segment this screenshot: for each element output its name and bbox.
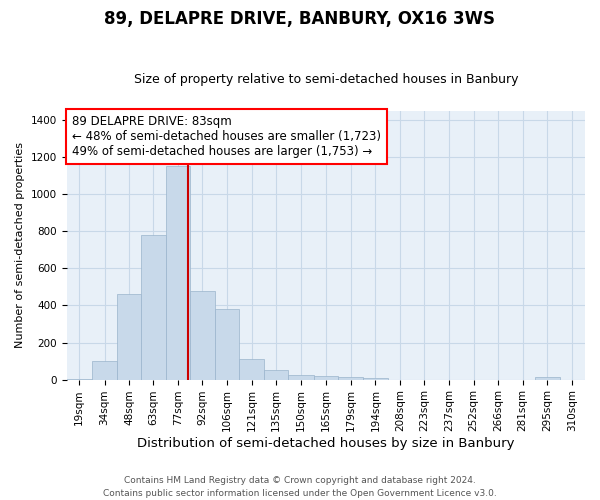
Bar xyxy=(141,235,166,380)
Bar xyxy=(264,370,289,380)
Bar xyxy=(535,377,560,380)
Bar xyxy=(363,378,388,380)
Y-axis label: Number of semi-detached properties: Number of semi-detached properties xyxy=(15,142,25,348)
Bar xyxy=(166,166,190,380)
Bar xyxy=(118,294,141,380)
X-axis label: Distribution of semi-detached houses by size in Banbury: Distribution of semi-detached houses by … xyxy=(137,437,515,450)
Bar xyxy=(289,375,314,380)
Bar xyxy=(67,378,92,380)
Bar xyxy=(92,361,118,380)
Bar xyxy=(215,309,239,380)
Bar xyxy=(190,290,215,380)
Text: Contains HM Land Registry data © Crown copyright and database right 2024.
Contai: Contains HM Land Registry data © Crown c… xyxy=(103,476,497,498)
Title: Size of property relative to semi-detached houses in Banbury: Size of property relative to semi-detach… xyxy=(134,73,518,86)
Bar xyxy=(338,377,363,380)
Bar xyxy=(239,359,264,380)
Bar xyxy=(314,376,338,380)
Text: 89 DELAPRE DRIVE: 83sqm
← 48% of semi-detached houses are smaller (1,723)
49% of: 89 DELAPRE DRIVE: 83sqm ← 48% of semi-de… xyxy=(72,115,381,158)
Text: 89, DELAPRE DRIVE, BANBURY, OX16 3WS: 89, DELAPRE DRIVE, BANBURY, OX16 3WS xyxy=(104,10,496,28)
